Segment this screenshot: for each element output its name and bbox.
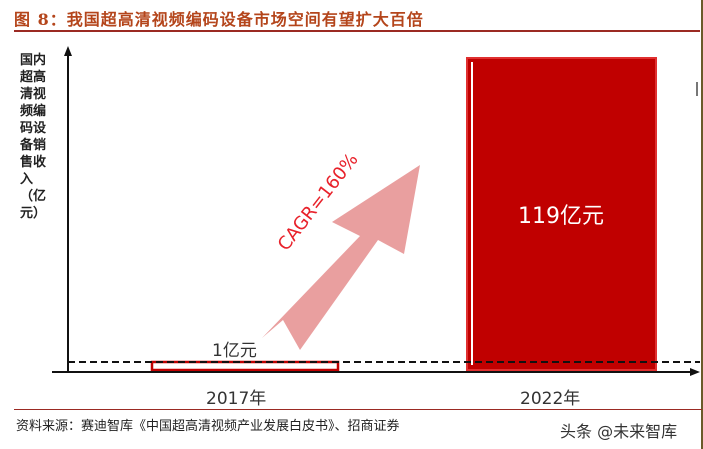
bar-2022 (466, 57, 657, 371)
chart-title: 图 8：我国超高清视频编码设备市场空间有望扩大百倍 (14, 10, 424, 29)
y-axis-label: 国内超高清视频编码设备销售收入（亿元） (20, 53, 47, 221)
bar-2017 (150, 360, 340, 372)
bar-2022-value: 119亿元 (518, 204, 604, 229)
growth-arrow-icon (262, 165, 420, 350)
y-axis-arrow-icon (64, 46, 72, 56)
watermark: 头条 @未来智库 (560, 422, 678, 441)
stray-mark (696, 82, 698, 96)
source-note: 资料来源：赛迪智库《中国超高清视频产业发展白皮书》、招商证券 (16, 419, 400, 434)
x-axis-arrow-icon (690, 368, 700, 376)
source-divider (14, 409, 702, 410)
x-tick-2022: 2022年 (520, 389, 581, 409)
title-divider (14, 30, 700, 32)
x-tick-2017: 2017年 (206, 389, 267, 409)
bar-2017-value: 1亿元 (212, 341, 257, 361)
page-edge (701, 0, 703, 449)
